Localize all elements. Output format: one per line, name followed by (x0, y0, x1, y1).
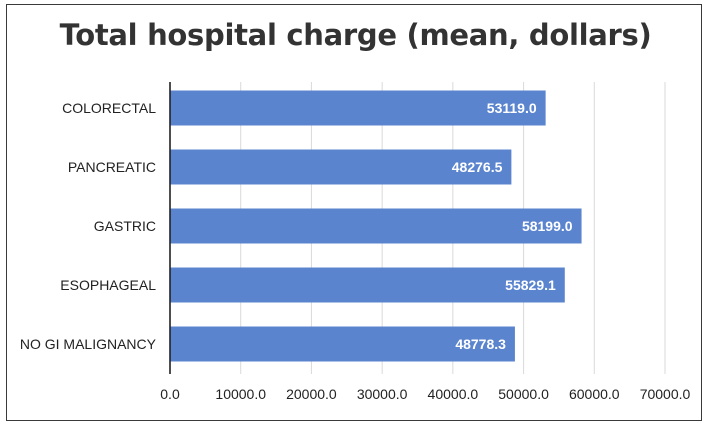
data-label: 58199.0 (522, 218, 573, 234)
x-tick-label: 20000.0 (286, 386, 337, 402)
x-tick-label: 0.0 (160, 386, 180, 402)
category-label: NO GI MALIGNANCY (20, 336, 157, 352)
data-label: 48778.3 (455, 336, 506, 352)
chart-title: Total hospital charge (mean, dollars) (59, 18, 652, 52)
x-tick-label: 30000.0 (357, 386, 408, 402)
bar (170, 208, 582, 244)
data-label: 53119.0 (487, 100, 537, 116)
x-tick-label: 70000.0 (640, 386, 691, 402)
bar (170, 267, 565, 303)
x-tick-label: 50000.0 (498, 386, 549, 402)
bar (170, 90, 546, 126)
category-label: COLORECTAL (62, 100, 156, 116)
bar (170, 149, 512, 185)
data-label: 55829.1 (505, 277, 556, 293)
x-tick-label: 40000.0 (428, 386, 479, 402)
x-tick-label: 60000.0 (569, 386, 620, 402)
data-label: 48276.5 (452, 159, 503, 175)
x-tick-label: 10000.0 (215, 386, 266, 402)
category-label: ESOPHAGEAL (60, 277, 156, 293)
bar (170, 326, 515, 362)
category-label: GASTRIC (94, 218, 156, 234)
category-label: PANCREATIC (68, 159, 156, 175)
